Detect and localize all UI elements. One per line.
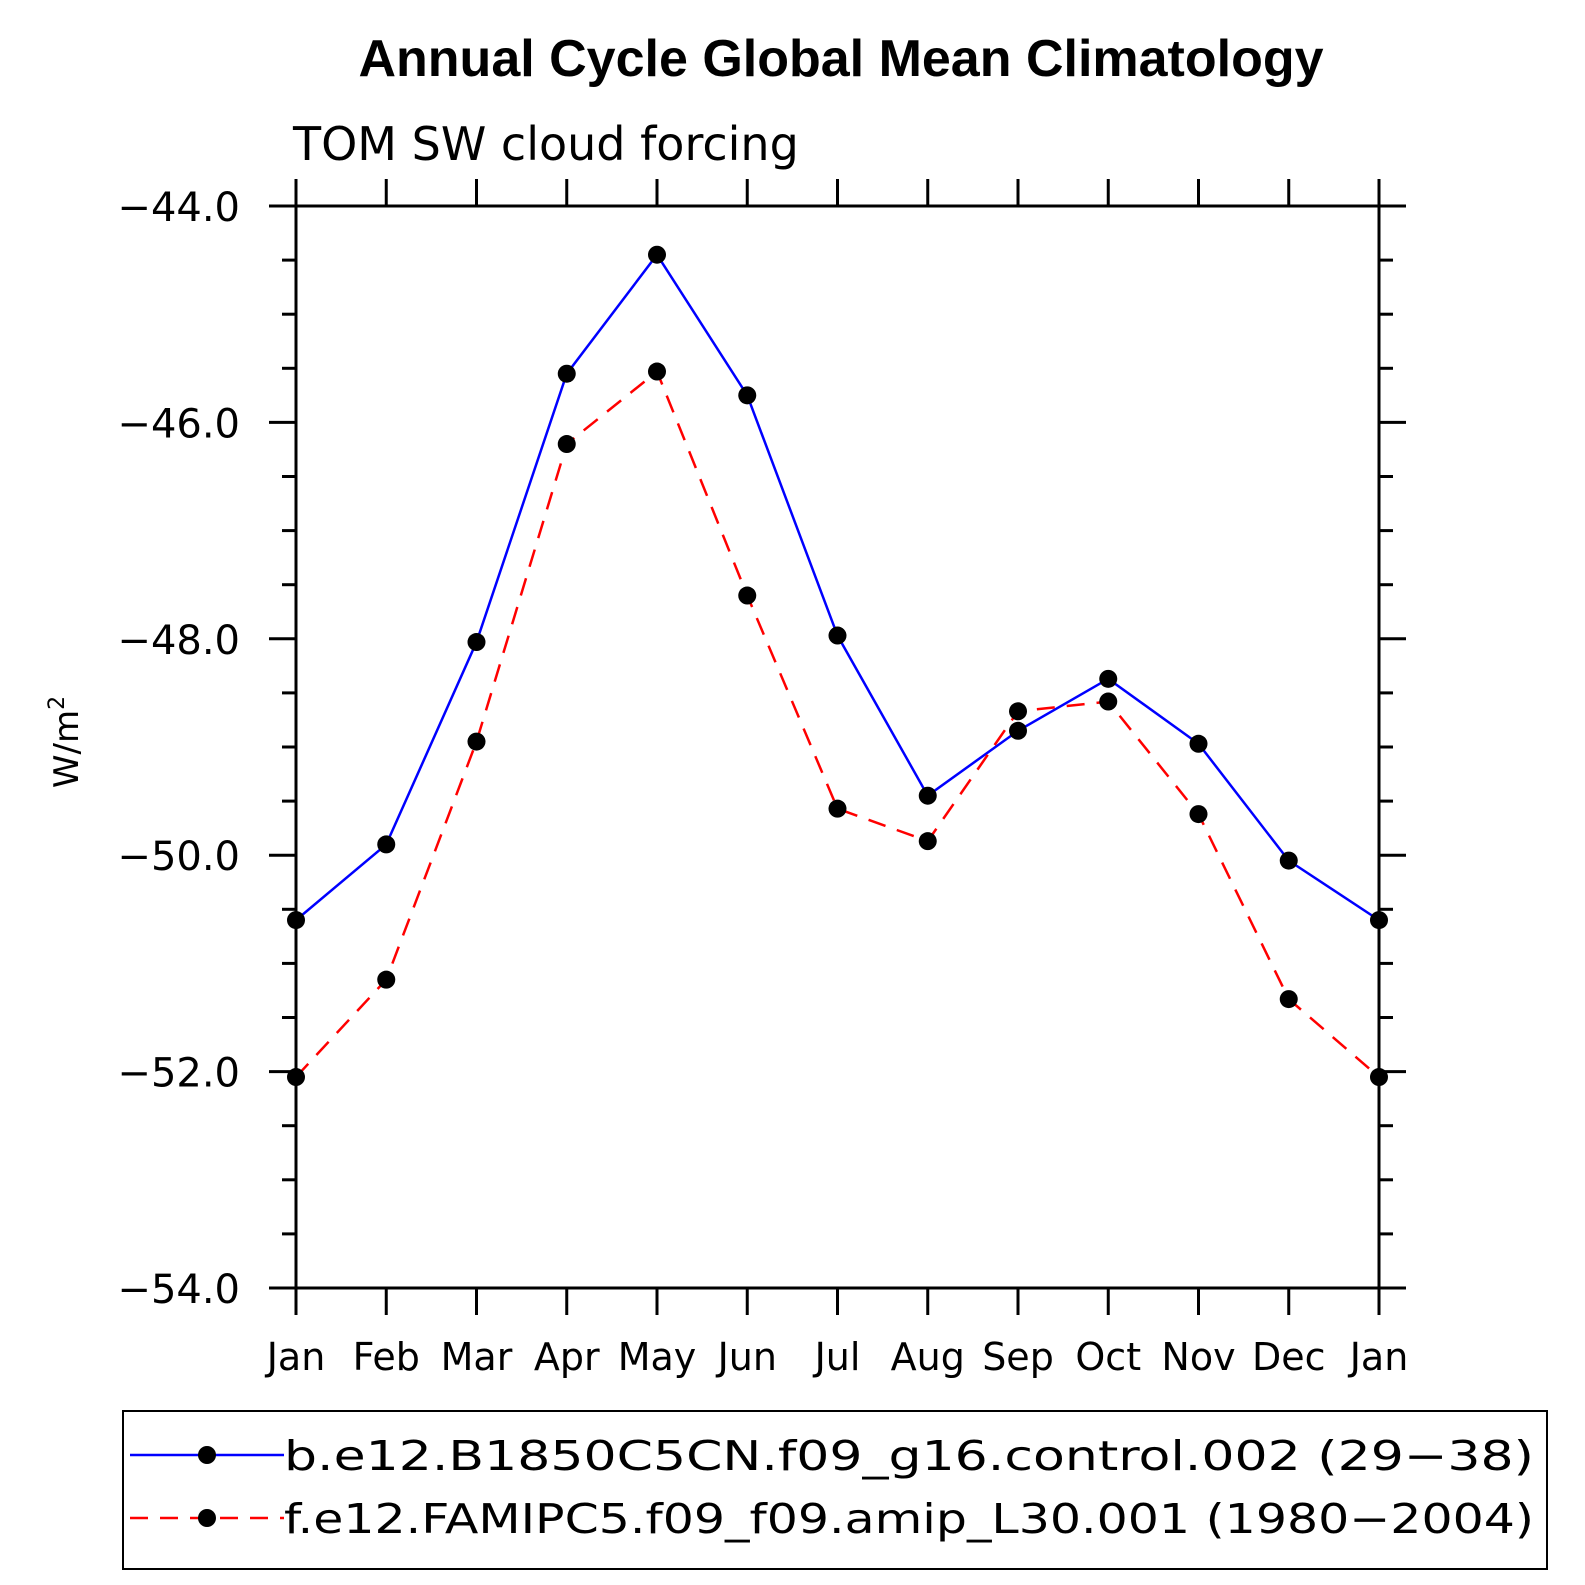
- legend-label-1: b.e12.B1850C5CN.f09_g16.control.002 (29−…: [284, 1432, 1534, 1480]
- x-tick-label: Jan: [1348, 1335, 1409, 1379]
- series-2-point: [467, 732, 486, 751]
- series-2-point: [918, 832, 937, 851]
- x-tick-label: Aug: [891, 1335, 965, 1379]
- x-tick-label: Jul: [813, 1335, 861, 1379]
- y-tick-label: −44.0: [117, 185, 240, 231]
- series-1-point: [738, 386, 757, 405]
- series-2-point: [557, 435, 576, 454]
- x-tick-label: Mar: [441, 1335, 513, 1379]
- series-1-point: [1099, 669, 1118, 688]
- chart-title: Annual Cycle Global Mean Climatology: [358, 30, 1323, 88]
- y-tick-label: −48.0: [117, 618, 240, 664]
- x-tick-label: Jan: [265, 1335, 326, 1379]
- legend: b.e12.B1850C5CN.f09_g16.control.002 (29−…: [122, 1410, 1548, 1570]
- series-2-point: [1009, 702, 1027, 721]
- y-tick-label: −50.0: [117, 834, 240, 880]
- x-tick-label: May: [618, 1335, 697, 1379]
- legend-label-2: f.e12.FAMIPC5.f09_f09.amip_L30.001 (1980…: [284, 1495, 1534, 1543]
- series-1-point: [467, 633, 486, 652]
- x-tick-label: Apr: [534, 1335, 600, 1379]
- x-tick-label: Jun: [716, 1335, 777, 1379]
- series-2-point: [287, 1068, 305, 1087]
- x-tick-label: Nov: [1161, 1335, 1235, 1379]
- series-line-1: [295, 252, 1380, 922]
- y-tick-label: −54.0: [117, 1267, 240, 1313]
- series-2-point: [1189, 805, 1208, 824]
- series-2-point: [1279, 990, 1298, 1009]
- series-1-point: [1009, 721, 1027, 740]
- y-tick-label: −46.0: [117, 401, 240, 447]
- x-tick-label: Dec: [1252, 1335, 1326, 1379]
- series-1-point: [377, 835, 396, 854]
- x-tick-label: Sep: [982, 1335, 1054, 1379]
- y-axis-label-superscript: 2: [45, 696, 70, 710]
- series-line-2: [295, 369, 1380, 1078]
- series-2-point: [1099, 692, 1118, 711]
- series-1-point: [1279, 851, 1298, 870]
- legend-graphics: b.e12.B1850C5CN.f09_g16.control.002 (29−…: [130, 1432, 1534, 1543]
- legend-marker-1: [198, 1446, 216, 1464]
- y-axis-label: W/m2: [45, 696, 87, 788]
- series-2-point: [648, 362, 666, 381]
- plot-frame: [294, 204, 1381, 1290]
- y-axis-label-text: W/m: [47, 710, 87, 788]
- series-1-point: [557, 364, 576, 383]
- series-2-point: [377, 970, 396, 989]
- series-1-point: [648, 245, 666, 264]
- x-tick-label: Feb: [353, 1335, 420, 1379]
- chart-subtitle: TOM SW cloud forcing: [292, 117, 799, 171]
- series-1-point: [1370, 911, 1388, 930]
- series-1-point: [828, 626, 847, 645]
- legend-marker-2: [198, 1509, 216, 1527]
- svg-text:W/m2: W/m2: [45, 696, 87, 788]
- y-tick-label: −52.0: [117, 1051, 240, 1097]
- x-tick-label: Oct: [1075, 1335, 1141, 1379]
- series-2-point: [738, 586, 757, 605]
- y-ticks: −44.0 −46.0 −48.0 −50.0 −52.0 −54.0: [117, 185, 1406, 1313]
- series-1-point: [287, 911, 305, 930]
- series-layer: [287, 245, 1388, 1087]
- x-ticks: Jan Feb Mar Apr May Jun Jul Aug Sep Oct Nov Dec Jan: [265, 179, 1409, 1379]
- series-1-point: [1189, 734, 1208, 753]
- series-1-point: [918, 786, 937, 805]
- series-2-point: [1370, 1068, 1388, 1087]
- series-2-point: [828, 799, 847, 818]
